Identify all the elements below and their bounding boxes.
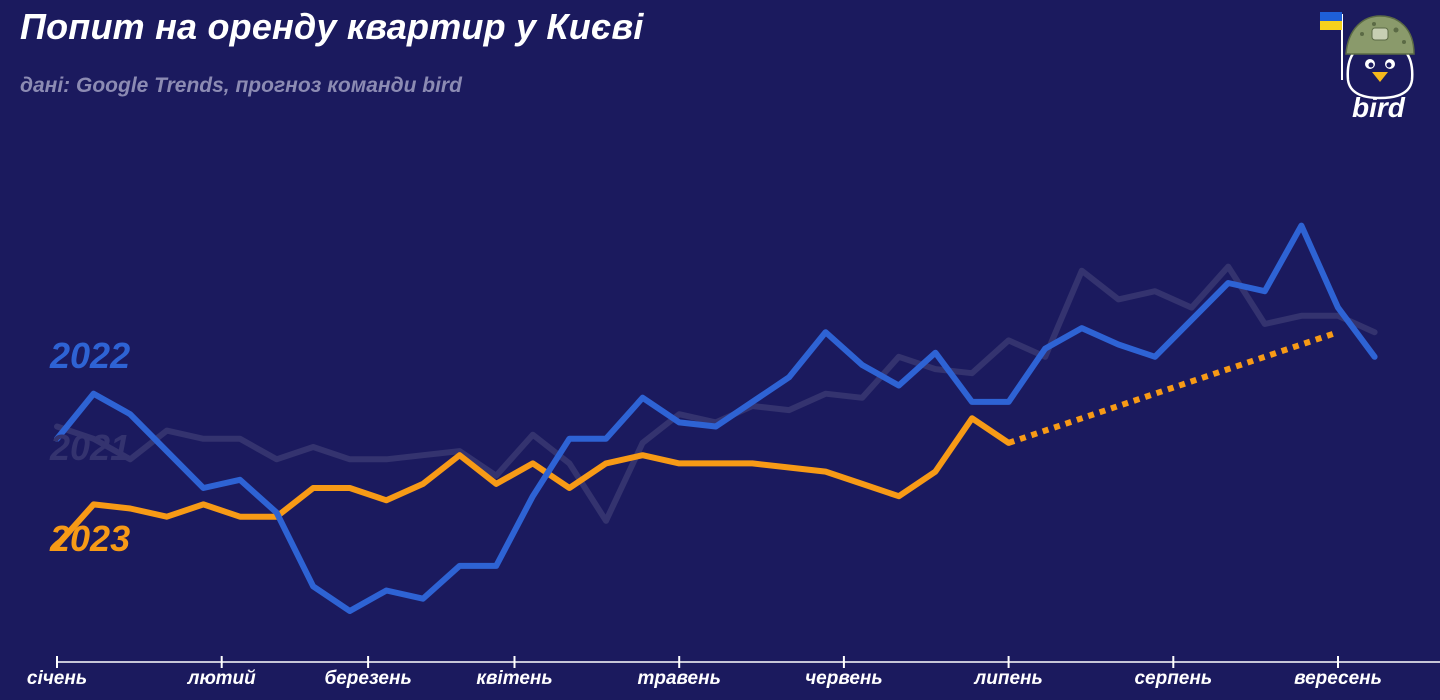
x-tick-label: березень: [324, 668, 411, 689]
series-label-2021: 2021: [49, 427, 130, 468]
series-line-2021: [54, 263, 1378, 524]
x-tick-label: лютий: [187, 668, 256, 689]
logo-text: bird: [1352, 92, 1405, 123]
series-label-2023: 2023: [49, 518, 130, 559]
x-tick-label: липень: [973, 668, 1042, 689]
series-labels-layer: 2021 2022 2023: [49, 335, 130, 559]
series-layer: [54, 222, 1378, 614]
x-tick-label: червень: [805, 668, 883, 689]
x-tick-label: квітень: [476, 668, 552, 689]
x-tick-label: травень: [637, 668, 720, 689]
series-line-2023: [54, 415, 1012, 549]
series-line-2022: [54, 222, 1378, 614]
helmeted-bird-with-ukraine-flag-icon: [1320, 12, 1415, 100]
x-tick-label: вересень: [1294, 668, 1382, 689]
x-axis: січень лютий березень квітень травень червень…: [27, 656, 1440, 689]
page-subtitle: дані: Google Trends, прогноз команди bir…: [20, 74, 462, 97]
x-tick-label: серпень: [1134, 668, 1212, 689]
series-label-2022: 2022: [49, 335, 130, 376]
series-forecast-line: [1007, 329, 1339, 446]
page-title: Попит на оренду квартир у Києві: [20, 6, 644, 47]
x-tick-label: січень: [27, 668, 87, 689]
